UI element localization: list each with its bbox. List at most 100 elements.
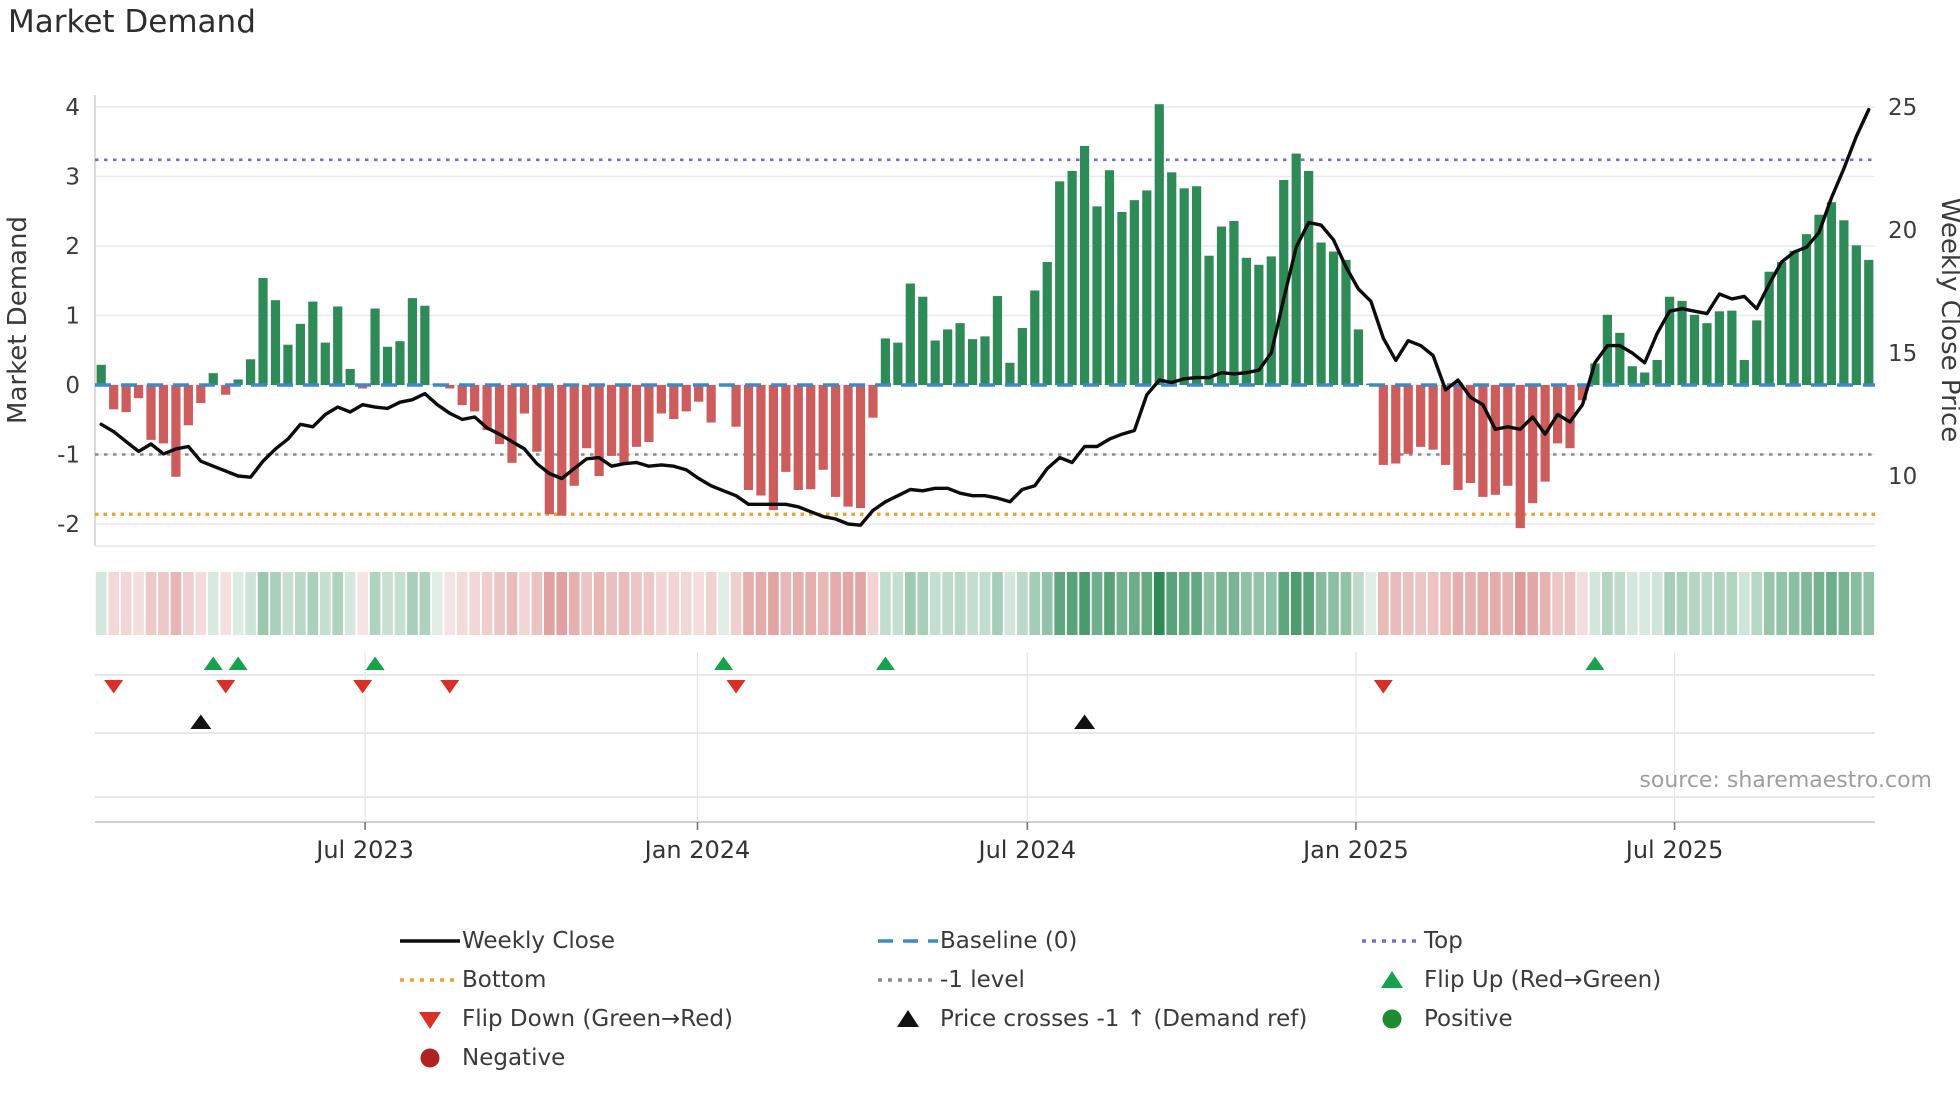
heatmap-cell xyxy=(1178,572,1190,635)
demand-bar xyxy=(1304,170,1314,385)
demand-bar xyxy=(1179,188,1189,385)
legend-item-label: -1 level xyxy=(940,966,1025,993)
heatmap-cell xyxy=(1303,572,1314,635)
demand-bar xyxy=(1503,385,1513,486)
demand-bar xyxy=(880,338,891,385)
legend-item[interactable]: Flip Up (Red→Green) xyxy=(1360,960,1661,999)
heatmap-cell xyxy=(1328,572,1339,635)
heatmap-cell xyxy=(1801,572,1812,635)
right-axis-tick-label: 25 xyxy=(1888,95,1917,121)
heatmap-cell xyxy=(1116,572,1128,635)
legend-item-label: Top xyxy=(1424,927,1463,954)
heatmap-cell xyxy=(1838,572,1850,635)
heatmap-cell xyxy=(519,572,530,635)
heatmap-cell xyxy=(444,572,456,635)
demand-bar xyxy=(1079,145,1090,385)
x-axis-tick-label: Jan 2025 xyxy=(1301,836,1409,864)
heatmap-cell xyxy=(1153,572,1165,635)
legend-item[interactable]: -1 level xyxy=(876,960,1307,999)
demand-bar xyxy=(768,385,778,511)
heatmap-cell xyxy=(232,572,244,635)
heatmap-cell xyxy=(1265,572,1277,635)
demand-bar xyxy=(1590,363,1600,385)
demand-bar xyxy=(1316,242,1326,385)
demand-bar xyxy=(1428,385,1438,450)
demand-bar xyxy=(1042,261,1052,385)
heatmap-cell xyxy=(929,572,941,635)
demand-bar xyxy=(1416,385,1426,447)
demand-bar xyxy=(1030,290,1040,385)
heatmap-cell xyxy=(531,572,543,635)
demand-bar xyxy=(158,385,169,444)
legend-item[interactable]: Bottom xyxy=(398,960,733,999)
heatmap-cell xyxy=(1863,572,1875,635)
legend-item[interactable]: Flip Down (Green→Red) xyxy=(398,999,733,1038)
heatmap-cell xyxy=(270,572,281,635)
legend-item[interactable]: Positive xyxy=(1360,999,1661,1038)
demand-bar xyxy=(395,341,405,385)
heatmap-cell xyxy=(295,572,306,635)
demand-bar xyxy=(1391,385,1401,464)
demand-bar xyxy=(669,385,679,420)
heatmap-cell xyxy=(855,572,866,635)
demand-bar xyxy=(183,385,193,426)
right-axis-title: Weekly Close Price xyxy=(1935,198,1960,443)
heatmap-cell xyxy=(680,572,692,635)
heatmap-cell xyxy=(1726,572,1738,635)
demand-bar xyxy=(992,296,1003,385)
demand-bar xyxy=(1814,214,1824,385)
demand-bar xyxy=(1403,385,1413,454)
heatmap-cell xyxy=(407,572,418,635)
demand-bar xyxy=(967,339,978,385)
heatmap-cell xyxy=(158,572,169,635)
legend-item[interactable]: Negative xyxy=(398,1038,733,1077)
heatmap-cell xyxy=(942,572,953,635)
legend-item[interactable]: Top xyxy=(1360,921,1661,960)
heatmap-cell xyxy=(730,572,742,635)
demand-bar xyxy=(644,385,654,442)
flip-down-marker xyxy=(353,680,373,694)
demand-bar xyxy=(532,385,542,452)
legend-item-label: Flip Down (Green→Red) xyxy=(462,1005,733,1032)
x-axis-tick-label: Jul 2024 xyxy=(976,836,1076,864)
heatmap-cell xyxy=(631,572,642,635)
price-cross-marker xyxy=(1074,714,1096,729)
heatmap-cell xyxy=(1539,572,1551,635)
demand-bar xyxy=(370,308,380,385)
demand-bar xyxy=(407,298,418,385)
left-axis-tick-label: 4 xyxy=(65,95,80,121)
demand-bar xyxy=(133,385,144,399)
heatmap-cell xyxy=(618,572,630,635)
demand-bar xyxy=(1142,190,1152,385)
heatmap-cell xyxy=(1377,572,1389,635)
heatmap-cell xyxy=(1104,572,1115,635)
flip-up-marker xyxy=(714,656,734,670)
heatmap-cell xyxy=(656,572,667,635)
legend-item[interactable]: Baseline (0) xyxy=(876,921,1307,960)
legend-item[interactable]: Weekly Close xyxy=(398,921,733,960)
demand-bar xyxy=(656,385,666,414)
demand-bar xyxy=(855,385,866,509)
weekly-close-line xyxy=(99,107,1871,527)
legend-item[interactable]: Price crosses -1 ↑ (Demand ref) xyxy=(876,999,1307,1038)
heatmap-cell xyxy=(120,572,132,635)
heatmap-cell xyxy=(108,572,119,635)
demand-bar xyxy=(270,300,281,385)
demand-bar xyxy=(793,385,803,490)
legend-item-label: Price crosses -1 ↑ (Demand ref) xyxy=(940,1005,1308,1032)
left-axis-tick-label: -2 xyxy=(57,512,80,538)
heatmap-cell xyxy=(282,572,294,635)
demand-bar xyxy=(333,306,343,385)
left-axis-tick-label: 2 xyxy=(65,234,80,260)
demand-bar xyxy=(1826,202,1837,385)
demand-bar xyxy=(1067,170,1077,385)
demand-bar xyxy=(1154,104,1164,385)
circle-swatch-icon xyxy=(1382,1009,1402,1028)
heatmap-cell xyxy=(1626,572,1638,635)
heatmap-cell xyxy=(544,572,555,635)
demand-bar xyxy=(1739,359,1749,385)
demand-bar xyxy=(1229,220,1239,385)
heatmap-cell xyxy=(1614,572,1626,635)
heatmap-cell xyxy=(1514,572,1526,635)
demand-bar xyxy=(245,359,256,385)
